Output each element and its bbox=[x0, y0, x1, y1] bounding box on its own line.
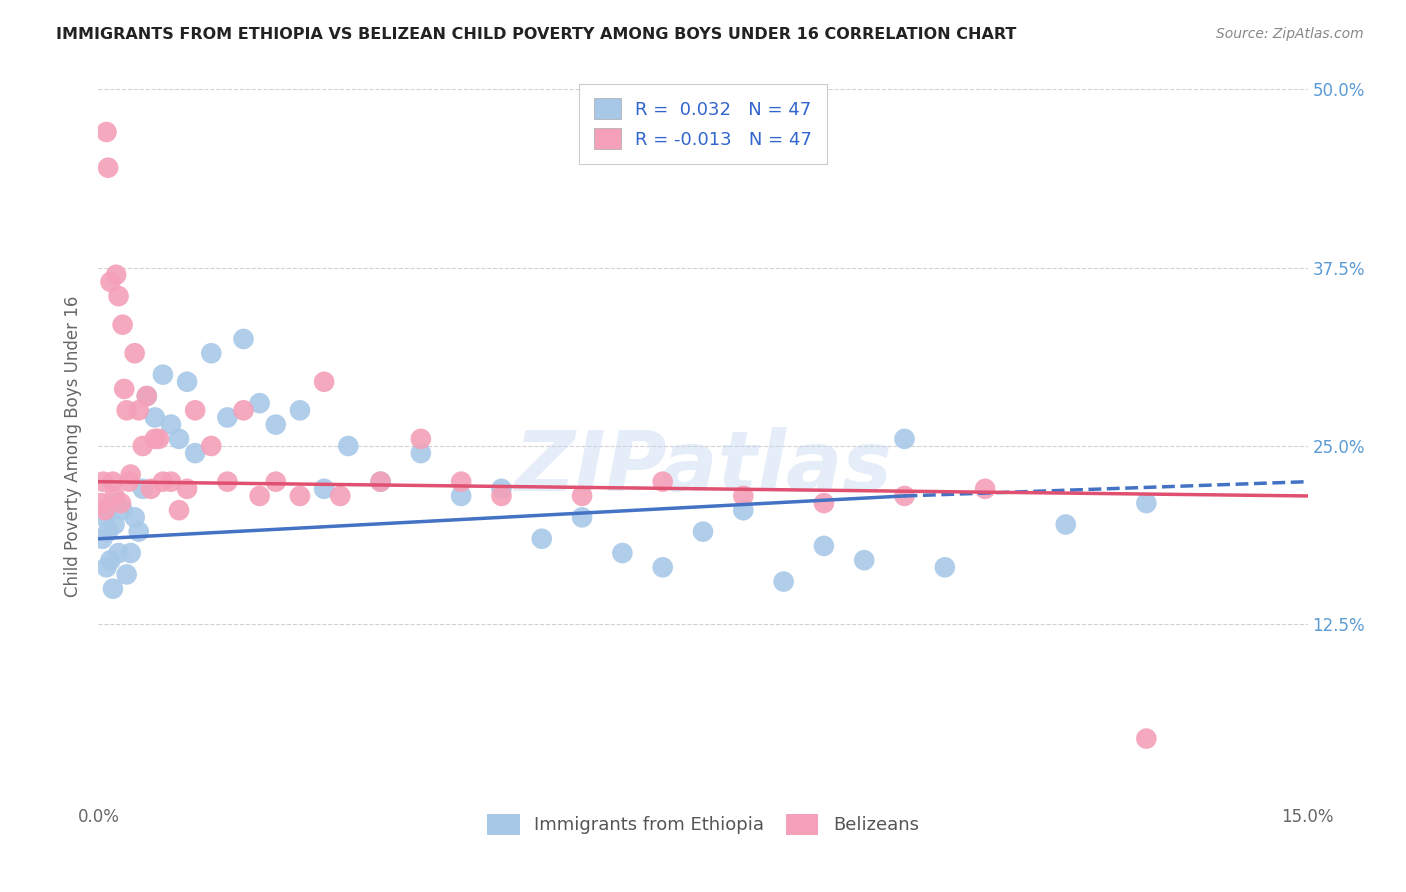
Point bbox=[128, 403, 150, 417]
Point bbox=[733, 503, 755, 517]
Point bbox=[118, 475, 141, 489]
Point bbox=[232, 332, 254, 346]
Point bbox=[370, 475, 392, 489]
Point bbox=[120, 467, 142, 482]
Point bbox=[772, 574, 794, 589]
Point bbox=[934, 560, 956, 574]
Point bbox=[264, 475, 287, 489]
Point bbox=[813, 539, 835, 553]
Point bbox=[132, 439, 155, 453]
Point bbox=[288, 403, 311, 417]
Point bbox=[329, 489, 352, 503]
Legend: Immigrants from Ethiopia, Belizeans: Immigrants from Ethiopia, Belizeans bbox=[478, 805, 928, 844]
Point bbox=[120, 546, 142, 560]
Point bbox=[314, 482, 336, 496]
Text: ZIPatlas: ZIPatlas bbox=[515, 427, 891, 508]
Point bbox=[100, 553, 122, 567]
Point bbox=[100, 275, 122, 289]
Point bbox=[103, 517, 125, 532]
Point bbox=[128, 524, 150, 539]
Point bbox=[143, 410, 166, 425]
Point bbox=[94, 510, 117, 524]
Point bbox=[176, 482, 198, 496]
Point bbox=[314, 375, 336, 389]
Point bbox=[91, 475, 114, 489]
Point bbox=[217, 410, 239, 425]
Point bbox=[1135, 731, 1157, 746]
Point bbox=[450, 475, 472, 489]
Point bbox=[112, 382, 135, 396]
Point bbox=[249, 489, 271, 503]
Point bbox=[337, 439, 360, 453]
Point bbox=[107, 546, 129, 560]
Point bbox=[90, 496, 112, 510]
Point bbox=[409, 446, 432, 460]
Point bbox=[97, 524, 120, 539]
Point bbox=[813, 496, 835, 510]
Point bbox=[167, 432, 190, 446]
Point bbox=[135, 389, 157, 403]
Point bbox=[491, 482, 513, 496]
Text: IMMIGRANTS FROM ETHIOPIA VS BELIZEAN CHILD POVERTY AMONG BOYS UNDER 16 CORRELATI: IMMIGRANTS FROM ETHIOPIA VS BELIZEAN CHI… bbox=[56, 27, 1017, 42]
Point bbox=[733, 489, 755, 503]
Point bbox=[115, 403, 138, 417]
Point bbox=[105, 496, 128, 510]
Point bbox=[124, 510, 146, 524]
Point bbox=[152, 475, 174, 489]
Point bbox=[200, 439, 222, 453]
Point bbox=[139, 482, 162, 496]
Point bbox=[651, 560, 673, 574]
Text: Source: ZipAtlas.com: Source: ZipAtlas.com bbox=[1216, 27, 1364, 41]
Point bbox=[288, 489, 311, 503]
Point bbox=[217, 475, 239, 489]
Point bbox=[152, 368, 174, 382]
Point bbox=[1054, 517, 1077, 532]
Point bbox=[167, 503, 190, 517]
Point bbox=[1135, 496, 1157, 510]
Point bbox=[264, 417, 287, 432]
Point bbox=[571, 489, 593, 503]
Point bbox=[491, 489, 513, 503]
Point bbox=[111, 503, 134, 517]
Point bbox=[184, 403, 207, 417]
Point bbox=[974, 482, 997, 496]
Point bbox=[107, 289, 129, 303]
Point bbox=[135, 389, 157, 403]
Point bbox=[101, 475, 124, 489]
Point bbox=[370, 475, 392, 489]
Point bbox=[530, 532, 553, 546]
Point bbox=[612, 546, 634, 560]
Point bbox=[893, 432, 915, 446]
Point bbox=[692, 524, 714, 539]
Point bbox=[409, 432, 432, 446]
Point bbox=[111, 318, 134, 332]
Point bbox=[115, 567, 138, 582]
Point bbox=[96, 560, 118, 574]
Point bbox=[96, 125, 118, 139]
Point bbox=[651, 475, 673, 489]
Point bbox=[103, 489, 125, 503]
Y-axis label: Child Poverty Among Boys Under 16: Child Poverty Among Boys Under 16 bbox=[65, 295, 83, 597]
Point bbox=[232, 403, 254, 417]
Point bbox=[91, 532, 114, 546]
Point bbox=[893, 489, 915, 503]
Point bbox=[101, 582, 124, 596]
Point bbox=[200, 346, 222, 360]
Point bbox=[571, 510, 593, 524]
Point bbox=[143, 432, 166, 446]
Point bbox=[249, 396, 271, 410]
Point bbox=[148, 432, 170, 446]
Point bbox=[160, 417, 183, 432]
Point bbox=[110, 496, 132, 510]
Point bbox=[450, 489, 472, 503]
Point bbox=[160, 475, 183, 489]
Point bbox=[97, 161, 120, 175]
Point bbox=[853, 553, 876, 567]
Point bbox=[132, 482, 155, 496]
Point bbox=[94, 503, 117, 517]
Point bbox=[124, 346, 146, 360]
Point bbox=[105, 268, 128, 282]
Point bbox=[176, 375, 198, 389]
Point bbox=[184, 446, 207, 460]
